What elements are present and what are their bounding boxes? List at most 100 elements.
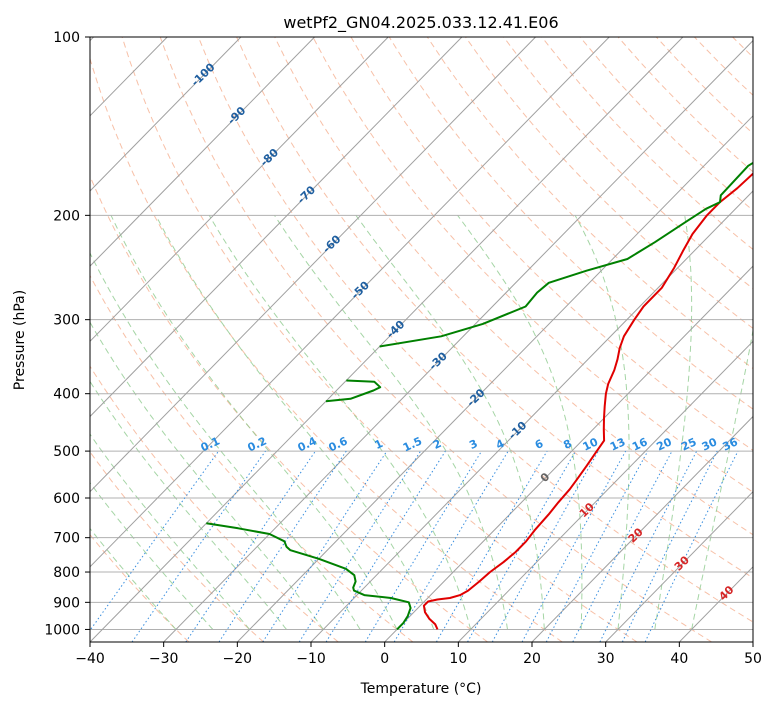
- isotherm-line: [90, 37, 463, 418]
- dry-adiabat-line: [771, 37, 775, 642]
- isotherm-line: [236, 115, 753, 642]
- mixing-ratio-line: [364, 450, 483, 642]
- dry-adiabat-line: [579, 37, 753, 212]
- isotherm-line: [531, 415, 753, 642]
- moist-adiabat-line: [90, 251, 361, 630]
- x-tick-label: −40: [75, 651, 105, 667]
- moist-adiabat-line: [90, 380, 287, 630]
- moist-adiabat-line: [90, 527, 177, 630]
- x-tick-label: −20: [223, 651, 253, 667]
- mixing-ratio-line: [393, 450, 509, 642]
- mixing-ratio-line: [491, 450, 599, 642]
- y-tick-label: 600: [53, 491, 80, 507]
- dry-adiabat-line: [503, 37, 753, 290]
- temperature-profile-line: [422, 172, 753, 630]
- dry-adiabat-line: [388, 37, 753, 410]
- x-tick-label: 10: [449, 651, 467, 667]
- isotherm-line: [310, 190, 753, 642]
- mixing-ratio-line: [545, 450, 649, 642]
- dry-adiabat-line: [426, 37, 753, 370]
- dry-adiabat-line: [694, 37, 753, 96]
- dry-adiabat-line: [90, 274, 414, 642]
- mixing-ratio-line: [298, 450, 422, 642]
- x-tick-label: −10: [296, 651, 326, 667]
- dry-adiabat-line: [236, 37, 753, 579]
- dewpoint-profile-line: [206, 522, 412, 631]
- mixing-ratio-label: 20: [654, 435, 674, 453]
- y-tick-label: 200: [53, 208, 80, 224]
- mixing-ratio-label: 13: [608, 435, 627, 453]
- isotherm-line: [752, 641, 753, 642]
- mixing-ratio-label: 1: [372, 437, 384, 452]
- isotherm-line: [384, 265, 753, 642]
- moist-adiabat-line: [691, 328, 753, 630]
- dry-adiabat-line: [90, 175, 488, 642]
- mixing-ratio-line: [521, 450, 627, 642]
- mixing-ratio-line: [185, 450, 316, 642]
- isotherm-line: [90, 37, 242, 192]
- isotherm-line: [678, 566, 753, 642]
- mixing-ratio-line: [467, 450, 577, 642]
- isotherm-line: [90, 37, 610, 568]
- axes: −40 −30 −20 −10 0 10 20 30 40 50 100 200 300 400 500 60…: [44, 30, 762, 667]
- mixing-ratio-label: 10: [581, 435, 601, 453]
- dry-adiabat-line: [90, 365, 339, 642]
- line-labels: -100-90-80-70-60-50-40-30-20-100.1 0.2 0.4…: [189, 60, 740, 603]
- isotherm-line: [90, 37, 684, 642]
- dry-adiabat-line: [274, 37, 753, 536]
- mixing-ratio-label: 25: [679, 435, 698, 453]
- x-axis-label: Temperature (°C): [360, 681, 482, 697]
- x-tick-label: 50: [744, 651, 762, 667]
- y-axis-label: Pressure (hPa): [12, 290, 28, 390]
- dry-adiabat-line: [90, 451, 264, 642]
- mixing-ratio-label: 30: [700, 435, 720, 453]
- x-tick-label: 20: [523, 651, 541, 667]
- dry-adiabat-line: [159, 37, 712, 642]
- isotherm-line: [90, 37, 536, 493]
- y-tick-label: 900: [53, 595, 80, 611]
- moist-adiabat-line: [90, 433, 250, 630]
- mixing-ratio-line: [599, 450, 698, 642]
- mixing-ratio-line: [435, 450, 548, 642]
- isotherm-line: [163, 39, 753, 642]
- moist-adiabat-line: [574, 215, 630, 630]
- x-tick-label: 40: [670, 651, 688, 667]
- y-tick-label: 800: [53, 565, 80, 581]
- mixing-ratio-line: [218, 450, 347, 642]
- y-tick-label: 300: [53, 313, 80, 329]
- dry-adiabat-line: [350, 37, 753, 451]
- isotherm-line: [90, 37, 315, 267]
- moist-adiabat-line: [110, 215, 398, 630]
- moist-adiabat-line: [274, 215, 508, 630]
- y-tick-label: 700: [53, 531, 80, 547]
- dry-adiabat-line: [312, 37, 753, 493]
- moist-adiabat-line: [90, 321, 324, 630]
- dewpoint-profile-line: [325, 379, 382, 403]
- mixing-ratio-line: [572, 450, 673, 642]
- mixing-ratio-line: [621, 450, 718, 642]
- mixing-ratio-line: [325, 450, 446, 642]
- y-tick-label: 100: [53, 30, 80, 46]
- background-lines: [90, 37, 775, 642]
- y-tick-label: 500: [53, 444, 80, 460]
- mixing-ratio-line: [262, 450, 388, 642]
- x-tick-label: −30: [149, 651, 179, 667]
- dry-adiabat-line: [655, 37, 753, 135]
- y-tick-label: 1000: [44, 622, 80, 638]
- mixing-ratio-line: [131, 450, 266, 642]
- mixing-ratio-label: 16: [630, 435, 650, 453]
- sounding-series: [206, 161, 753, 631]
- mixing-ratio-label: 2: [431, 437, 443, 452]
- dry-adiabat-line: [732, 37, 753, 58]
- y-tick-label: 400: [53, 387, 80, 403]
- mixing-ratio-label: 6: [533, 437, 546, 452]
- plot-frame: [89, 36, 754, 643]
- dry-adiabat-line: [90, 56, 563, 642]
- isotherm-line: [90, 37, 389, 343]
- dewpoint-profile-line: [379, 161, 753, 348]
- mixing-ratio-label: 3: [467, 437, 479, 452]
- mixing-ratio-label: 36: [721, 435, 741, 453]
- x-tick-label: 0: [380, 651, 389, 667]
- x-tick-label: 30: [597, 651, 615, 667]
